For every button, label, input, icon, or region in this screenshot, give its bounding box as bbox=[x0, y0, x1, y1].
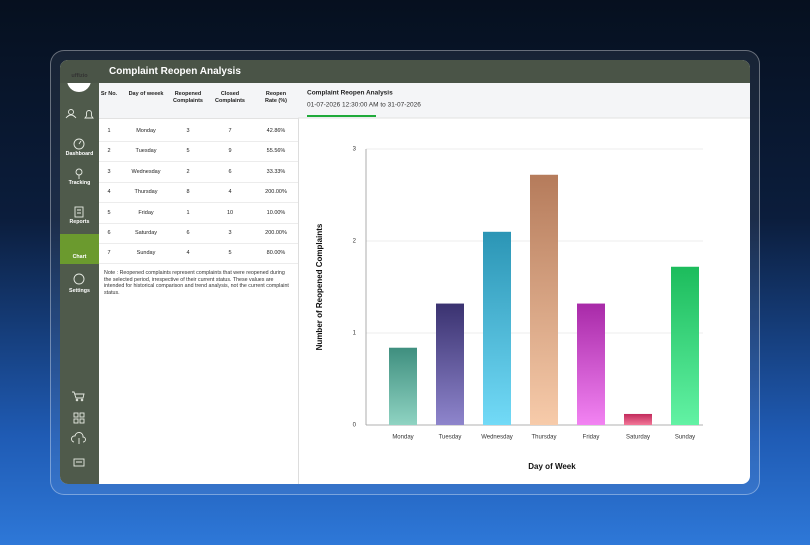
y-tick-label: 0 bbox=[353, 423, 357, 429]
x-tick-label: Tuesday bbox=[439, 435, 462, 441]
table-cell: 3 bbox=[186, 128, 190, 134]
row-line bbox=[99, 161, 298, 163]
table-cell: 4 bbox=[228, 189, 232, 196]
bar bbox=[389, 347, 417, 425]
table-cell: 55.56% bbox=[266, 148, 286, 155]
column-header: Closed Complaints bbox=[215, 91, 245, 104]
table-cell: 1 bbox=[186, 209, 190, 216]
table-cell: 10 bbox=[226, 209, 234, 216]
table-cell: 3 bbox=[107, 168, 111, 175]
table-cell: 4 bbox=[107, 189, 111, 196]
logo-circle bbox=[67, 68, 91, 92]
table-cell: Thursday bbox=[134, 189, 158, 196]
table-cell: 6 bbox=[107, 230, 111, 236]
table-cell: 8 bbox=[186, 189, 190, 196]
x-tick-label: Thursday bbox=[531, 435, 556, 441]
table-cell: 200.00% bbox=[265, 189, 287, 196]
table-header-bg bbox=[99, 83, 298, 119]
app: Complaint Reopen Analysis uffizio Dashboa… bbox=[60, 60, 750, 484]
active-item bbox=[60, 234, 99, 264]
row-line bbox=[99, 243, 298, 244]
bar bbox=[530, 174, 558, 425]
y-axis-label: Number of Reopened Complaints bbox=[315, 223, 324, 350]
sidebar: uffizio Dashboard Tracking Reports Chart Sett… bbox=[60, 68, 99, 484]
chart-subtitle: 01-07-2026 12:30:00 AM to 31-07-2026 bbox=[307, 102, 421, 109]
x-tick-label: Wednesday bbox=[481, 435, 513, 441]
column-header: Reopen Rate (%) bbox=[264, 91, 287, 104]
column-header: Sr No. bbox=[100, 91, 118, 97]
table-cell: Friday bbox=[138, 209, 154, 216]
table-cell: 5 bbox=[186, 148, 190, 155]
table-cell: 42.86% bbox=[266, 128, 286, 134]
x-tick-label: Friday bbox=[583, 435, 600, 441]
table-cell: Tuesday bbox=[135, 148, 157, 155]
nav-label[interactable]: Tracking bbox=[68, 180, 91, 186]
logo: uffizio bbox=[71, 73, 88, 79]
row-line bbox=[99, 181, 298, 183]
data-table: Note : Reopened complaints represent com… bbox=[99, 83, 299, 484]
table-cell: Sunday bbox=[136, 250, 156, 257]
table-cell: 2 bbox=[107, 148, 111, 155]
nav-label[interactable]: Dashboard bbox=[65, 151, 94, 157]
x-axis-label: Day of Week bbox=[528, 462, 576, 471]
table-cell: 7 bbox=[228, 128, 232, 134]
nav-label[interactable]: Reports bbox=[69, 219, 90, 225]
table-cell: 3 bbox=[228, 230, 232, 236]
table-note: Note : Reopened complaints represent com… bbox=[104, 270, 289, 296]
table-cell: 33.33% bbox=[266, 168, 286, 175]
chart: Complaint Reopen Analysis 01-07-2026 12:… bbox=[298, 83, 750, 471]
row-line bbox=[99, 263, 298, 265]
table-cell: Wednesday bbox=[131, 168, 161, 175]
table-cell: 6 bbox=[186, 230, 190, 236]
row-line bbox=[99, 202, 298, 204]
chart-title: Complaint Reopen Analysis bbox=[307, 90, 393, 97]
table-cell: 10.00% bbox=[266, 209, 286, 216]
table-cell: Saturday bbox=[134, 230, 157, 236]
bar bbox=[624, 413, 652, 425]
header-title: Complaint Reopen Analysis bbox=[109, 66, 241, 77]
bar bbox=[483, 231, 511, 425]
column-header: Day of weeek bbox=[128, 91, 164, 97]
y-tick-label: 3 bbox=[353, 147, 357, 153]
table-cell: 5 bbox=[228, 250, 232, 257]
table-cell: 6 bbox=[228, 168, 232, 175]
y-tick-label: 1 bbox=[353, 331, 357, 337]
bar bbox=[436, 303, 464, 425]
column-header: Reopened Complaints bbox=[173, 91, 203, 104]
table-cell: 200.00% bbox=[265, 230, 287, 236]
header: Complaint Reopen Analysis bbox=[60, 60, 750, 83]
table-cell: Monday bbox=[136, 128, 156, 134]
x-tick-label: Sunday bbox=[675, 435, 695, 441]
chart-header-bg bbox=[298, 83, 750, 118]
bar bbox=[577, 303, 605, 425]
table-cell: 9 bbox=[228, 148, 232, 155]
bar bbox=[671, 266, 699, 425]
icons bbox=[65, 109, 94, 467]
x-tick-label: Saturday bbox=[626, 435, 650, 441]
table-cell: 5 bbox=[107, 209, 111, 216]
tab-underline bbox=[307, 115, 376, 117]
table-cell: 7 bbox=[107, 250, 111, 257]
row-line bbox=[99, 141, 298, 142]
sidebar-icons bbox=[65, 68, 94, 467]
table-cell: 4 bbox=[186, 250, 190, 257]
y-tick-label: 2 bbox=[353, 239, 357, 245]
nav-label[interactable]: Chart bbox=[72, 254, 87, 260]
table-cell: 1 bbox=[107, 128, 111, 134]
table-cell: 80.00% bbox=[266, 250, 286, 257]
nav-label[interactable]: Settings bbox=[69, 288, 90, 294]
row-line bbox=[99, 222, 298, 224]
x-tick-label: Monday bbox=[392, 435, 413, 441]
table-cell: 2 bbox=[186, 168, 190, 175]
